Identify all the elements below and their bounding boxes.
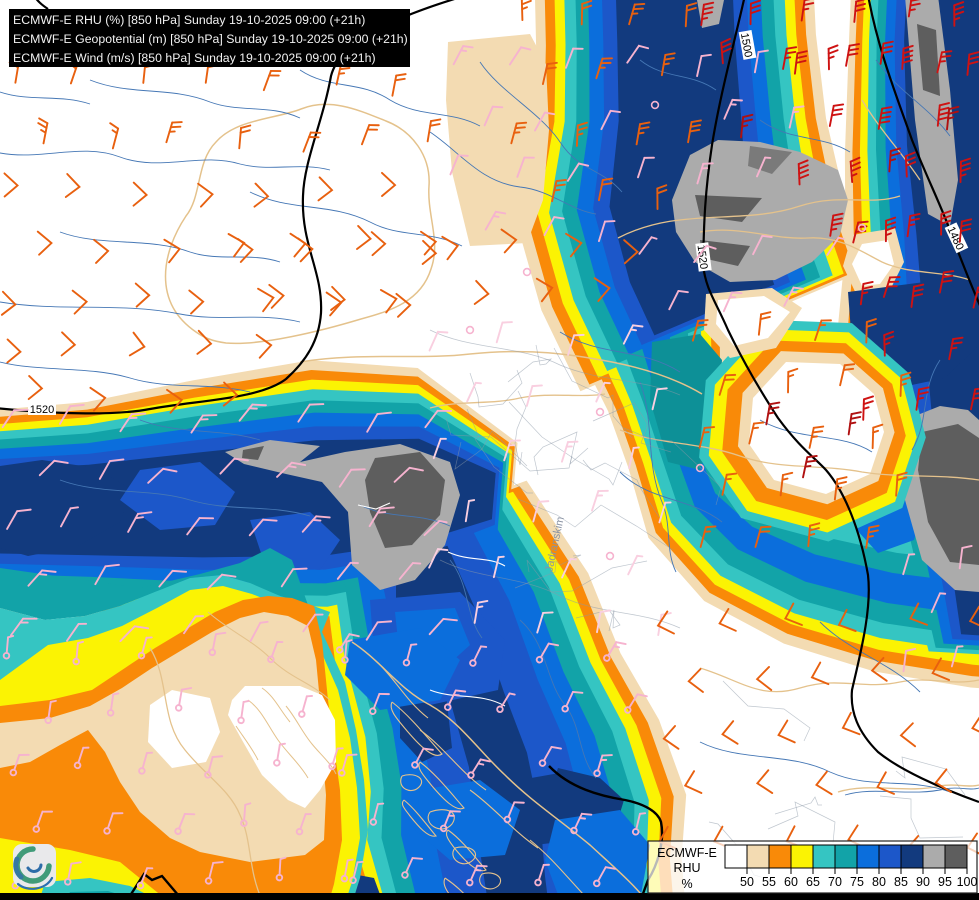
svg-text:ECMWF-E RHU (%) [850 hPa] Sund: ECMWF-E RHU (%) [850 hPa] Sunday 19-10-2…: [13, 13, 365, 27]
svg-text:60: 60: [784, 875, 798, 889]
svg-text:RHU: RHU: [673, 861, 700, 875]
svg-text:70: 70: [828, 875, 842, 889]
svg-text:1520: 1520: [695, 244, 710, 270]
svg-text:100: 100: [957, 875, 978, 889]
svg-text:55: 55: [762, 875, 776, 889]
svg-text:65: 65: [806, 875, 820, 889]
svg-text:50: 50: [740, 875, 754, 889]
svg-text:95: 95: [938, 875, 952, 889]
svg-text:ECMWF-E Geopotential (m) [850: ECMWF-E Geopotential (m) [850 hPa] Sunda…: [13, 32, 408, 46]
svg-text:ECMWF-E: ECMWF-E: [657, 846, 717, 860]
svg-text:%: %: [681, 877, 692, 891]
svg-text:80: 80: [872, 875, 886, 889]
svg-text:1520: 1520: [30, 404, 54, 416]
svg-text:85: 85: [894, 875, 908, 889]
svg-text:ECMWF-E Wind (m/s) [850 hPa] S: ECMWF-E Wind (m/s) [850 hPa] Sunday 19-1…: [13, 51, 376, 65]
svg-text:90: 90: [916, 875, 930, 889]
svg-text:1500: 1500: [738, 32, 754, 58]
svg-text:75: 75: [850, 875, 864, 889]
